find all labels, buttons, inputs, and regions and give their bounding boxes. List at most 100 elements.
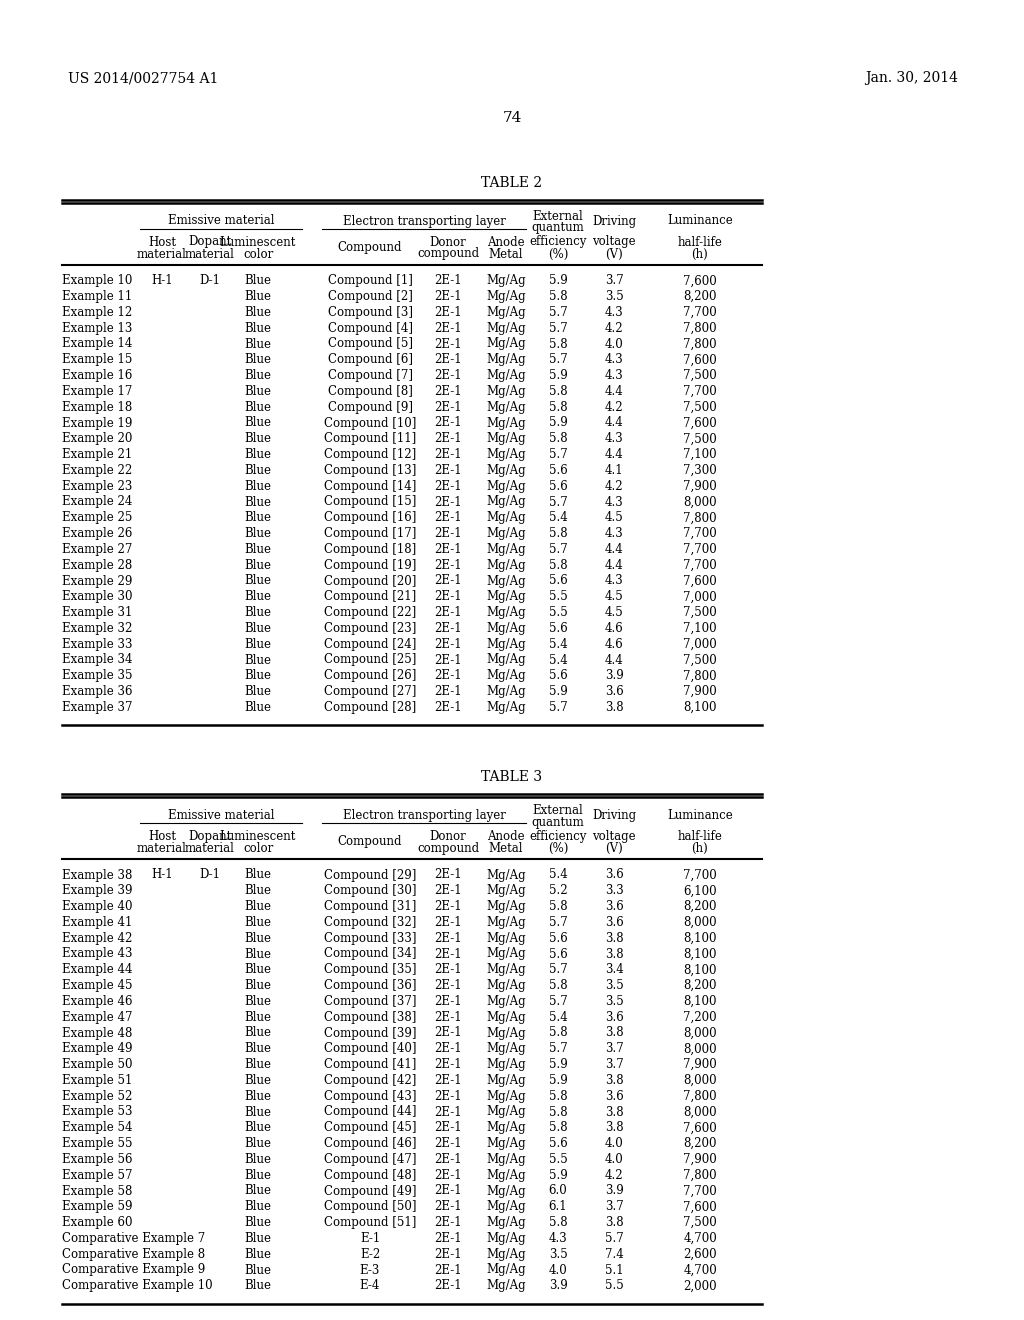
Text: 7,900: 7,900 (683, 685, 717, 698)
Text: 3.7: 3.7 (604, 1043, 624, 1055)
Text: Mg/Ag: Mg/Ag (486, 558, 525, 572)
Text: 2E-1: 2E-1 (434, 1059, 462, 1071)
Text: 3.8: 3.8 (605, 1074, 624, 1086)
Text: (%): (%) (548, 248, 568, 260)
Text: 2E-1: 2E-1 (434, 669, 462, 682)
Text: 4.1: 4.1 (605, 463, 624, 477)
Text: Blue: Blue (245, 1059, 271, 1071)
Text: 8,000: 8,000 (683, 1074, 717, 1086)
Text: Mg/Ag: Mg/Ag (486, 1137, 525, 1150)
Text: 4.5: 4.5 (604, 590, 624, 603)
Text: Mg/Ag: Mg/Ag (486, 900, 525, 913)
Text: Example 29: Example 29 (62, 574, 132, 587)
Text: Blue: Blue (245, 1184, 271, 1197)
Text: Compound [28]: Compound [28] (324, 701, 416, 714)
Text: Example 21: Example 21 (62, 447, 132, 461)
Text: 4.6: 4.6 (604, 622, 624, 635)
Text: 4.2: 4.2 (605, 1168, 624, 1181)
Text: Compound [51]: Compound [51] (324, 1216, 416, 1229)
Text: 2E-1: 2E-1 (434, 979, 462, 993)
Text: 7,700: 7,700 (683, 543, 717, 556)
Text: 3.6: 3.6 (604, 685, 624, 698)
Text: 4.3: 4.3 (604, 495, 624, 508)
Text: Example 50: Example 50 (62, 1059, 132, 1071)
Text: 3.6: 3.6 (604, 900, 624, 913)
Text: 2E-1: 2E-1 (434, 275, 462, 288)
Text: 2E-1: 2E-1 (434, 433, 462, 445)
Text: 4,700: 4,700 (683, 1232, 717, 1245)
Text: E-2: E-2 (359, 1247, 380, 1261)
Text: Blue: Blue (245, 370, 271, 381)
Text: Blue: Blue (245, 900, 271, 913)
Text: Mg/Ag: Mg/Ag (486, 417, 525, 429)
Text: Example 12: Example 12 (62, 306, 132, 319)
Text: 3.8: 3.8 (605, 1106, 624, 1118)
Text: Host: Host (148, 235, 176, 248)
Text: Example 14: Example 14 (62, 338, 132, 351)
Text: Mg/Ag: Mg/Ag (486, 275, 525, 288)
Text: Blue: Blue (245, 1106, 271, 1118)
Text: Compound [34]: Compound [34] (324, 948, 416, 961)
Text: Luminance: Luminance (667, 809, 733, 821)
Text: 5.5: 5.5 (604, 1279, 624, 1292)
Text: 2E-1: 2E-1 (434, 1232, 462, 1245)
Text: half-life: half-life (678, 235, 723, 248)
Text: Compound [49]: Compound [49] (324, 1184, 416, 1197)
Text: 2E-1: 2E-1 (434, 1168, 462, 1181)
Text: Anode: Anode (487, 830, 525, 842)
Text: 5.4: 5.4 (549, 869, 567, 882)
Text: 2E-1: 2E-1 (434, 653, 462, 667)
Text: Compound: Compound (338, 240, 402, 253)
Text: 7,600: 7,600 (683, 574, 717, 587)
Text: 2E-1: 2E-1 (434, 447, 462, 461)
Text: Blue: Blue (245, 669, 271, 682)
Text: 2E-1: 2E-1 (434, 622, 462, 635)
Text: Compound [35]: Compound [35] (324, 964, 416, 977)
Text: Blue: Blue (245, 1043, 271, 1055)
Text: Mg/Ag: Mg/Ag (486, 869, 525, 882)
Text: 2E-1: 2E-1 (434, 1121, 462, 1134)
Text: Comparative Example 7: Comparative Example 7 (62, 1232, 205, 1245)
Text: Example 37: Example 37 (62, 701, 132, 714)
Text: 5.9: 5.9 (549, 275, 567, 288)
Text: Compound [15]: Compound [15] (324, 495, 416, 508)
Text: 5.7: 5.7 (604, 1232, 624, 1245)
Text: Compound [39]: Compound [39] (324, 1027, 416, 1040)
Text: 5.9: 5.9 (549, 417, 567, 429)
Text: Blue: Blue (245, 1011, 271, 1024)
Text: Example 22: Example 22 (62, 463, 132, 477)
Text: 2E-1: 2E-1 (434, 385, 462, 397)
Text: Compound [24]: Compound [24] (324, 638, 416, 651)
Text: Mg/Ag: Mg/Ag (486, 479, 525, 492)
Text: Example 40: Example 40 (62, 900, 132, 913)
Text: 8,100: 8,100 (683, 948, 717, 961)
Text: US 2014/0027754 A1: US 2014/0027754 A1 (68, 71, 218, 84)
Text: Compound [11]: Compound [11] (324, 433, 416, 445)
Text: Mg/Ag: Mg/Ag (486, 964, 525, 977)
Text: 7,600: 7,600 (683, 1121, 717, 1134)
Text: Blue: Blue (245, 558, 271, 572)
Text: Example 53: Example 53 (62, 1106, 132, 1118)
Text: Compound [43]: Compound [43] (324, 1090, 416, 1102)
Text: E-4: E-4 (359, 1279, 380, 1292)
Text: 2E-1: 2E-1 (434, 884, 462, 898)
Text: Example 46: Example 46 (62, 995, 132, 1008)
Text: 8,100: 8,100 (683, 701, 717, 714)
Text: Comparative Example 9: Comparative Example 9 (62, 1263, 205, 1276)
Text: Blue: Blue (245, 385, 271, 397)
Text: 5.6: 5.6 (549, 463, 567, 477)
Text: 2E-1: 2E-1 (434, 463, 462, 477)
Text: 5.6: 5.6 (549, 932, 567, 945)
Text: Mg/Ag: Mg/Ag (486, 401, 525, 413)
Text: Example 35: Example 35 (62, 669, 132, 682)
Text: 2E-1: 2E-1 (434, 916, 462, 929)
Text: 5.6: 5.6 (549, 1137, 567, 1150)
Text: Luminescent: Luminescent (220, 235, 296, 248)
Text: (V): (V) (605, 842, 623, 855)
Text: Blue: Blue (245, 527, 271, 540)
Text: 5.7: 5.7 (549, 306, 567, 319)
Text: Example 54: Example 54 (62, 1121, 132, 1134)
Text: Emissive material: Emissive material (168, 214, 274, 227)
Text: Electron transporting layer: Electron transporting layer (343, 809, 506, 821)
Text: 7,100: 7,100 (683, 622, 717, 635)
